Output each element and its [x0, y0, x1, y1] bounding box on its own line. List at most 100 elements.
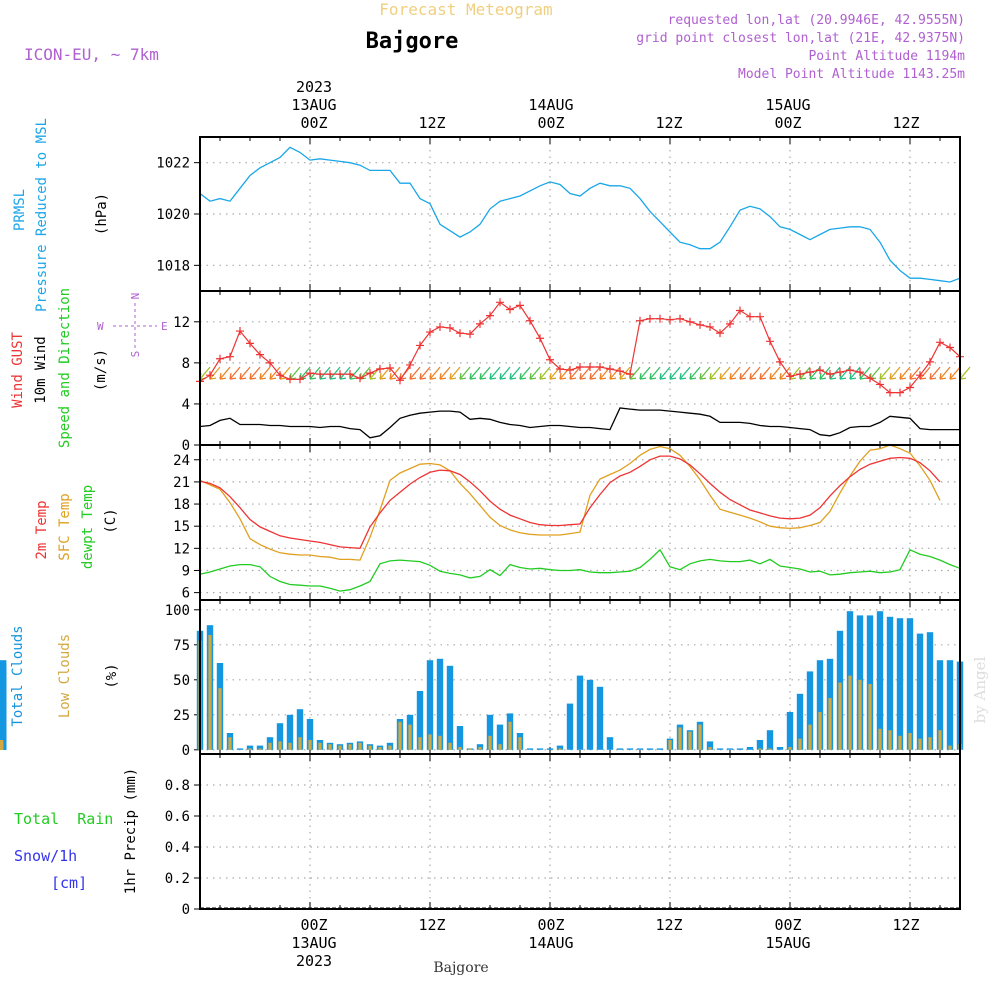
wind-direction-arrow — [349, 377, 357, 380]
low-clouds-bar — [898, 735, 902, 750]
wind-gust-point — [216, 354, 224, 363]
wind-gust-point — [466, 330, 474, 339]
wind-direction-arrow — [509, 377, 517, 380]
wind-direction-arrow — [729, 377, 737, 380]
wind-direction-arrow — [619, 377, 627, 380]
wind-direction-arrow — [429, 366, 441, 380]
clouds-label-line2: Low Clouds — [57, 634, 73, 718]
chart-title: Forecast Meteogram — [379, 0, 552, 19]
wind-gust-point — [386, 364, 394, 372]
total-clouds-bar — [936, 660, 944, 750]
wind-direction-arrow — [889, 366, 901, 380]
low-clouds-bar — [878, 728, 882, 750]
wind-direction-arrow — [539, 377, 547, 380]
wind-direction-arrow — [469, 366, 481, 380]
total-clouds-bar — [766, 730, 774, 750]
wind-direction-arrow — [569, 366, 581, 380]
wind-direction-arrow — [959, 366, 971, 380]
wind-direction-arrow — [649, 373, 652, 380]
wind-direction-arrow — [739, 377, 747, 380]
wind-direction-arrow — [579, 366, 591, 380]
temp-label-line1: 2m Temp — [34, 500, 50, 559]
wind-direction-arrow — [199, 366, 211, 380]
wind-direction-arrow — [219, 377, 227, 380]
low-clouds-bar — [328, 744, 332, 750]
wind-direction-arrow — [619, 373, 622, 380]
wind-ytick-label: 12 — [173, 315, 190, 331]
wind-direction-arrow — [219, 373, 222, 380]
wind-direction-arrow — [489, 366, 501, 380]
top-hour-label: 12Z — [892, 114, 919, 132]
total-clouds-bar — [306, 719, 314, 750]
wind-direction-arrow — [549, 373, 552, 380]
wind-direction-arrow — [779, 377, 787, 380]
bottom-hour-label: 00Z — [537, 916, 564, 934]
total-clouds-bar — [586, 679, 594, 750]
compass-west: W — [97, 320, 104, 333]
wind-direction-arrow — [639, 373, 642, 380]
wind-gust-point — [756, 312, 764, 321]
pressure-series-prmsl — [199, 146, 961, 283]
low-clouds-bar — [478, 747, 482, 750]
low-clouds-bar — [688, 731, 692, 750]
wind-direction-arrow — [499, 377, 507, 380]
wind-gust-point — [246, 339, 254, 348]
total-clouds-bar — [726, 748, 734, 750]
top-date-label: 14AUG — [528, 96, 573, 114]
total-clouds-bar — [536, 748, 544, 750]
wind-gust-point — [846, 366, 854, 375]
low-clouds-bar — [518, 737, 522, 750]
low-clouds-bar — [678, 727, 682, 750]
total-clouds-bar — [926, 632, 934, 750]
wind-gust-point — [636, 316, 644, 325]
total-clouds-bar — [806, 671, 814, 750]
wind-direction-arrow — [809, 366, 821, 380]
wind-direction-arrow — [719, 366, 731, 380]
wind-gust-point — [356, 374, 364, 383]
wind-direction-arrow — [469, 373, 472, 380]
top-hour-label: 12Z — [655, 114, 682, 132]
wind-gust-point — [906, 383, 914, 392]
wind-direction-arrow — [729, 373, 732, 380]
pressure-ytick-label: 1018 — [156, 258, 190, 274]
wind-gust-point — [596, 362, 604, 371]
wind-gust-point — [676, 314, 684, 323]
low-clouds-bar — [308, 740, 312, 750]
wind-direction-arrow — [899, 373, 902, 380]
wind-direction-arrow — [769, 366, 781, 380]
wind-direction-arrow — [599, 373, 602, 380]
total-clouds-bar — [436, 658, 444, 750]
wind-direction-arrow — [949, 366, 961, 380]
pressure-ytick-label: 1022 — [156, 156, 190, 172]
wind-direction-arrow — [589, 366, 601, 380]
total-clouds-bar — [916, 633, 924, 750]
wind-gust-point — [426, 328, 434, 337]
wind-direction-arrow — [309, 377, 317, 380]
wind-direction-arrow — [909, 377, 917, 380]
low-clouds-bar — [278, 741, 282, 750]
total-clouds-bar — [896, 618, 904, 750]
watermark: by Angel — [971, 656, 989, 723]
low-clouds-bar — [558, 748, 562, 750]
wind-direction-arrow — [739, 373, 742, 380]
low-clouds-bar — [788, 747, 792, 750]
wind-direction-arrow — [329, 377, 337, 380]
wind-gust-point — [936, 338, 944, 347]
location-title: Bajgore — [366, 29, 459, 54]
wind-direction-arrow — [459, 366, 471, 380]
low-clouds-bar — [348, 744, 352, 750]
clouds-unit: (%) — [104, 663, 120, 688]
top-hour-label: 00Z — [774, 114, 801, 132]
wind-direction-arrow — [409, 373, 412, 380]
wind-direction-arrow — [279, 377, 287, 380]
wind-direction-arrow — [879, 377, 887, 380]
low-clouds-bar — [468, 748, 472, 750]
wind-gust-point — [706, 322, 714, 331]
low-clouds-bar — [848, 675, 852, 750]
low-clouds-bar — [768, 748, 772, 750]
clouds-ytick-label: 50 — [173, 673, 190, 689]
wind-gust-point — [526, 316, 534, 325]
wind-direction-arrow — [899, 366, 911, 380]
wind-direction-arrow — [789, 377, 797, 380]
